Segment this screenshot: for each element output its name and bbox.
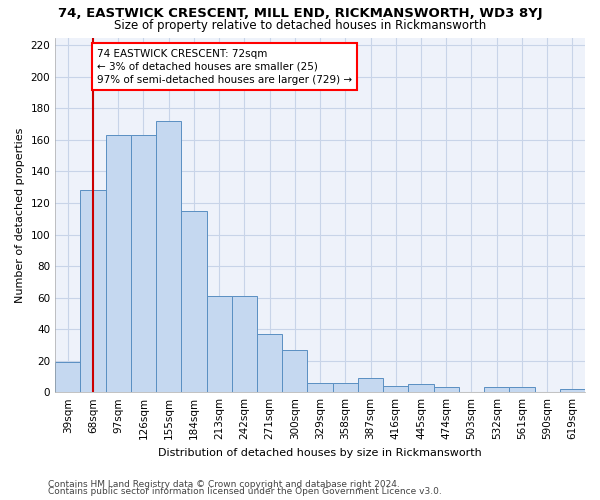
Text: 74, EASTWICK CRESCENT, MILL END, RICKMANSWORTH, WD3 8YJ: 74, EASTWICK CRESCENT, MILL END, RICKMAN… [58, 8, 542, 20]
Text: Size of property relative to detached houses in Rickmansworth: Size of property relative to detached ho… [114, 18, 486, 32]
Bar [206, 296, 232, 392]
X-axis label: Distribution of detached houses by size in Rickmansworth: Distribution of detached houses by size … [158, 448, 482, 458]
Bar [484, 388, 509, 392]
Bar [332, 382, 358, 392]
Bar [232, 296, 257, 392]
Bar [307, 382, 332, 392]
Bar [434, 388, 459, 392]
Bar [383, 386, 409, 392]
Bar [181, 211, 206, 392]
Text: 74 EASTWICK CRESCENT: 72sqm
← 3% of detached houses are smaller (25)
97% of semi: 74 EASTWICK CRESCENT: 72sqm ← 3% of deta… [97, 48, 352, 85]
Y-axis label: Number of detached properties: Number of detached properties [15, 127, 25, 302]
Bar [55, 362, 80, 392]
Text: Contains HM Land Registry data © Crown copyright and database right 2024.: Contains HM Land Registry data © Crown c… [48, 480, 400, 489]
Bar [409, 384, 434, 392]
Bar [257, 334, 282, 392]
Text: Contains public sector information licensed under the Open Government Licence v3: Contains public sector information licen… [48, 487, 442, 496]
Bar [282, 350, 307, 392]
Bar [156, 121, 181, 392]
Bar [560, 389, 585, 392]
Bar [106, 135, 131, 392]
Bar [131, 135, 156, 392]
Bar [358, 378, 383, 392]
Bar [80, 190, 106, 392]
Bar [509, 388, 535, 392]
